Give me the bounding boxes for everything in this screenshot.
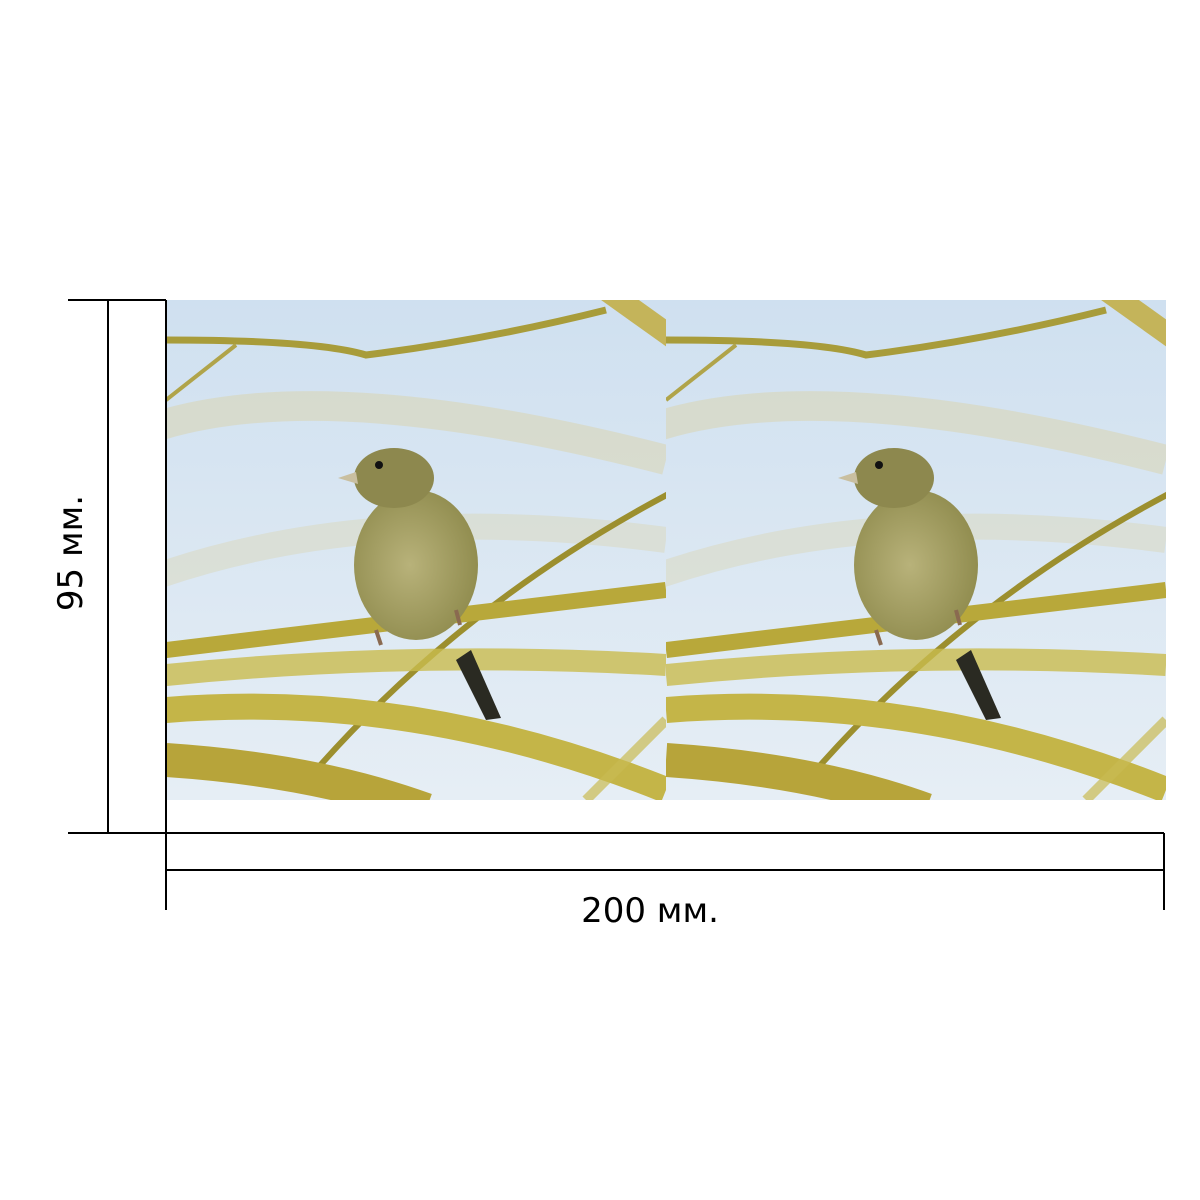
photo-left (146, 290, 676, 810)
width-label: 200 мм. (581, 891, 719, 931)
width-dimension (165, 832, 1165, 910)
photo-right (646, 290, 1176, 810)
height-dimension (68, 299, 167, 834)
height-label: 95 мм. (51, 495, 91, 611)
